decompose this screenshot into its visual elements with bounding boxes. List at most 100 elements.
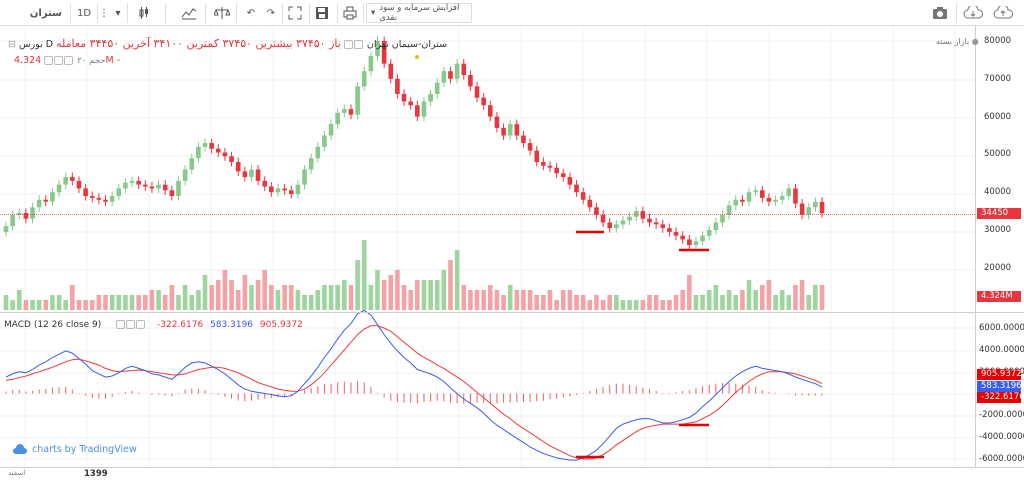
candle-body [123, 182, 128, 189]
volume-label: حجم ۲۰ [77, 56, 106, 66]
candle-body [342, 109, 347, 113]
volume-bar [554, 300, 559, 310]
strategy-dropdown[interactable]: ▾ افزایش سرمایه و سود نقدی [366, 3, 472, 23]
volume-legend: حجم ۲۰ 4.324M - [8, 55, 120, 66]
candle-body [415, 105, 420, 117]
macd-legend: MACD (12 26 close 9) -322.6176 583.3196 … [4, 320, 303, 330]
candle-body [215, 148, 221, 153]
fullscreen-icon[interactable] [284, 3, 306, 23]
chart-toolbar: ستران 1D ⋮ ▾ ↶ ↷ ▾ افزایش سرمایه و سود ن… [0, 0, 1024, 26]
candle-body [673, 231, 679, 236]
candle-body [109, 195, 115, 202]
dividend-marker[interactable] [415, 55, 419, 59]
volume-bar [315, 290, 321, 310]
volume-bar [574, 295, 579, 310]
interval-button[interactable]: 1D [76, 7, 92, 19]
candle-body [713, 222, 719, 230]
volume-bar [215, 280, 221, 310]
indicators-icon[interactable] [178, 3, 200, 23]
candle-body [700, 235, 705, 242]
candle-body [633, 211, 639, 217]
volume-bar [222, 270, 228, 310]
candle-body [395, 78, 400, 94]
symbol-search[interactable]: ستران [29, 7, 62, 19]
save-icon[interactable] [311, 3, 333, 23]
volume-bar [448, 260, 453, 310]
close-icon[interactable] [136, 320, 146, 329]
volume-bar [660, 300, 666, 310]
volume-bar [63, 300, 69, 310]
volume-bar [819, 285, 825, 310]
more-icon[interactable]: ⋮ [99, 7, 109, 19]
divider [205, 3, 206, 23]
cloud-upload-icon[interactable] [991, 3, 1017, 23]
settings-icon[interactable] [54, 56, 64, 65]
volume-bar [633, 300, 639, 310]
volume-bar [302, 295, 307, 310]
candle-body [786, 188, 792, 196]
candles-icon[interactable] [133, 3, 155, 23]
candle-body [70, 177, 75, 181]
volume-bar [620, 300, 626, 310]
volume-bar [587, 300, 593, 310]
candle-body [541, 161, 546, 166]
candle-body [726, 205, 732, 215]
volume-bar [269, 285, 274, 310]
volume-bar [401, 285, 407, 310]
collapse-icon[interactable]: ⊟ [8, 39, 16, 50]
candle-body [408, 101, 413, 106]
volume-bar [388, 275, 394, 310]
volume-bar [733, 295, 739, 310]
eye-icon[interactable] [353, 40, 363, 49]
candle-body [627, 216, 632, 221]
candle-body [474, 86, 480, 98]
candle-body [547, 165, 553, 168]
candle-body [156, 184, 161, 189]
candle-body [103, 199, 108, 202]
candle-body [607, 222, 613, 229]
redo-icon[interactable]: ↷ [266, 7, 276, 19]
volume-bar [275, 290, 281, 310]
volume-bar [23, 300, 29, 310]
volume-bar [507, 285, 513, 310]
volume-bar [368, 285, 374, 310]
volume-bar [786, 295, 792, 310]
separator: - [116, 55, 121, 66]
candle-body [96, 197, 102, 200]
candle-body [733, 199, 739, 206]
close-icon[interactable] [44, 56, 54, 65]
candle-body [182, 169, 188, 181]
chevron-down-icon[interactable]: ▾ [115, 7, 121, 19]
candle-body [680, 235, 685, 240]
candle-body [806, 207, 812, 215]
volume-bar [381, 280, 387, 310]
macd-label: MACD (12 26 close 9) [4, 320, 102, 330]
volume-bar [262, 270, 268, 310]
compare-icon[interactable] [211, 3, 233, 23]
settings-icon[interactable] [343, 40, 353, 49]
eye-icon[interactable] [64, 56, 74, 65]
volume-bar [421, 280, 427, 310]
eye-icon[interactable] [116, 320, 126, 329]
candle-body [567, 177, 573, 185]
candle-body [779, 195, 785, 200]
settings-icon[interactable] [126, 320, 136, 329]
candle-body [468, 75, 473, 87]
price-tick-label: 80000 [984, 36, 1012, 46]
print-icon[interactable] [339, 3, 361, 23]
volume-bar [209, 285, 214, 310]
candle-body [753, 190, 758, 193]
candle-body [507, 124, 513, 136]
undo-icon[interactable]: ↶ [246, 7, 256, 19]
volume-bar [288, 285, 294, 310]
watermark-text: charts by TradingView [32, 443, 137, 455]
volume-bar [653, 295, 659, 310]
camera-icon[interactable] [929, 3, 951, 23]
candle-body [448, 71, 453, 79]
macd-histogram [5, 381, 823, 404]
tradingview-logo[interactable]: charts by TradingView [12, 443, 137, 455]
volume-bar [70, 285, 75, 310]
volume-bar [375, 270, 380, 310]
cloud-download-icon[interactable] [961, 3, 987, 23]
